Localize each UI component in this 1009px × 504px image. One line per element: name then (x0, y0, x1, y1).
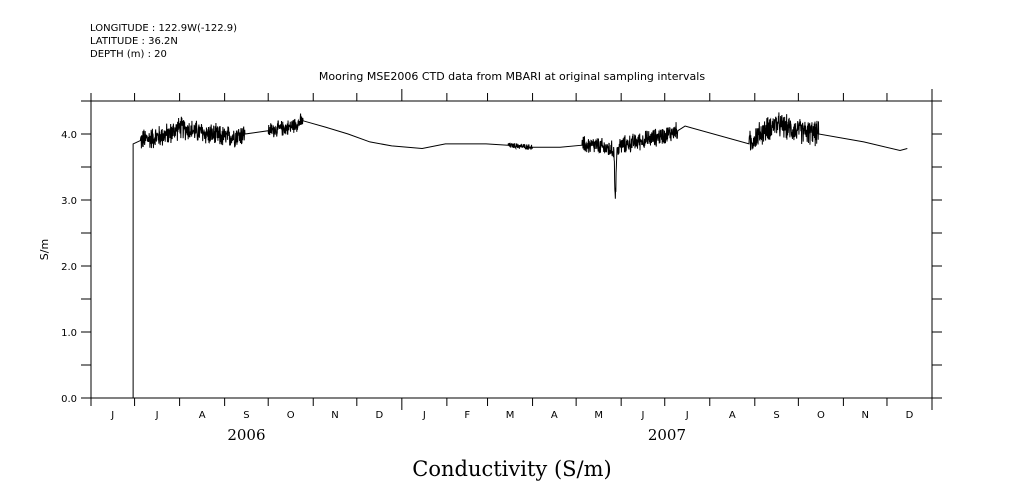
x-year-label: 2006 (227, 426, 265, 444)
x-month-label: A (199, 410, 206, 421)
series-layer (132, 112, 908, 398)
x-month-label: M (594, 410, 603, 421)
x-year-label: 2007 (648, 426, 686, 444)
x-month-label: J (110, 410, 114, 421)
longitude-label: LONGITUDE : 122.9W(-122.9) (90, 23, 237, 34)
y-tick-label: 2.0 (61, 262, 77, 273)
x-month-label: O (287, 410, 295, 421)
conductivity-series-line (132, 112, 908, 398)
x-month-label: A (551, 410, 558, 421)
x-month-label: J (422, 410, 426, 421)
y-axis-label: S/m (38, 239, 51, 260)
x-axis-label: Conductivity (S/m) (412, 457, 611, 481)
latitude-label: LATITUDE : 36.2N (90, 36, 178, 47)
x-month-label: D (375, 410, 383, 421)
depth-label: DEPTH (m) : 20 (90, 49, 167, 60)
plot-frame (90, 100, 933, 399)
y-tick-label: 1.0 (61, 328, 77, 339)
y-tick-label: 0.0 (61, 394, 77, 405)
x-month-label: S (243, 410, 249, 421)
x-month-label: M (506, 410, 515, 421)
x-month-label: J (640, 410, 644, 421)
y-tick-label: 4.0 (61, 130, 77, 141)
x-month-label: F (464, 410, 470, 421)
x-month-label: N (331, 410, 338, 421)
x-month-label: A (729, 410, 736, 421)
x-month-label: J (155, 410, 159, 421)
x-month-label: O (817, 410, 825, 421)
x-month-label: J (685, 410, 689, 421)
x-month-label: S (773, 410, 779, 421)
x-axis: J J A S O N D J F M A M J J A S O N D 2006 2007 (90, 89, 933, 444)
x-month-label: D (906, 410, 914, 421)
y-tick-label: 3.0 (61, 196, 77, 207)
chart-title: Mooring MSE2006 CTD data from MBARI at o… (319, 70, 705, 83)
y-axis: 0.0 1.0 2.0 3.0 4.0 (61, 100, 942, 405)
x-month-label: N (861, 410, 868, 421)
